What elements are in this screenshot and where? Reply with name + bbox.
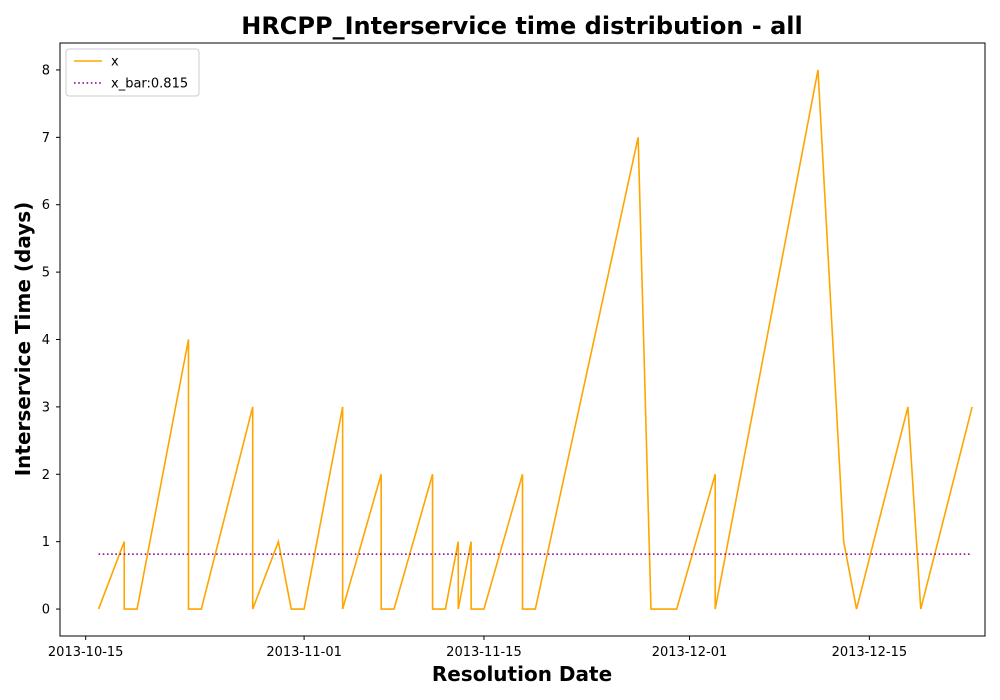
legend-label: x (111, 55, 119, 70)
data-point (432, 473, 434, 475)
y-tick-label: 2 (42, 468, 50, 483)
y-axis-label: Interservice Time (days) (11, 202, 35, 477)
data-point (470, 608, 472, 610)
data-point (252, 406, 254, 408)
data-point (188, 339, 190, 341)
data-point (432, 608, 434, 610)
data-point (98, 608, 100, 610)
data-point (303, 608, 305, 610)
data-point (252, 608, 254, 610)
data-point (907, 406, 909, 408)
data-point (483, 608, 485, 610)
y-tick-label: 8 (42, 63, 50, 78)
data-point (393, 608, 395, 610)
series-line-x (97, 69, 973, 610)
data-point (535, 608, 537, 610)
data-point (650, 608, 652, 610)
data-point (98, 553, 100, 555)
data-point (522, 473, 524, 475)
data-point (817, 69, 819, 71)
data-point (676, 608, 678, 610)
data-point (380, 608, 382, 610)
data-point (342, 608, 344, 610)
data-point (470, 541, 472, 543)
data-point (123, 541, 125, 543)
data-point (278, 541, 280, 543)
x-tick-label: 2013-12-15 (832, 645, 908, 660)
plot-area (97, 69, 973, 610)
y-tick-label: 3 (42, 400, 50, 415)
data-point (920, 608, 922, 610)
data-point (522, 608, 524, 610)
data-point (971, 553, 973, 555)
data-point (714, 608, 716, 610)
data-point (290, 608, 292, 610)
y-tick-label: 5 (42, 266, 50, 281)
y-tick-label: 0 (42, 603, 50, 618)
data-point (457, 608, 459, 610)
data-point (123, 608, 125, 610)
data-point (380, 473, 382, 475)
data-point (136, 608, 138, 610)
data-point (201, 608, 203, 610)
y-tick-label: 4 (42, 333, 50, 348)
y-tick-label: 6 (42, 198, 50, 213)
data-point (188, 608, 190, 610)
data-point (445, 608, 447, 610)
x-axis: 2013-10-15 2013-11-01 2013-11-15 2013-12-01… (48, 636, 907, 660)
x-axis-label: Resolution Date (432, 662, 612, 686)
data-point (637, 137, 639, 139)
legend-label: x_bar:0.815 (111, 77, 188, 92)
data-point (856, 608, 858, 610)
chart-title: HRCPP_Interservice time distribution - a… (241, 12, 803, 40)
data-point (714, 473, 716, 475)
x-tick-label: 2013-10-15 (48, 645, 124, 660)
y-axis: 0 1 2 3 4 5 6 7 8 (42, 63, 60, 618)
legend: x x_bar:0.815 (65, 48, 200, 97)
data-point (457, 541, 459, 543)
x-tick-label: 2013-11-01 (266, 645, 342, 660)
y-tick-label: 7 (42, 131, 50, 146)
data-point (342, 406, 344, 408)
data-point (971, 406, 973, 408)
x-tick-label: 2013-12-01 (652, 645, 728, 660)
data-point (843, 541, 845, 543)
y-tick-label: 1 (42, 535, 50, 550)
x-tick-label: 2013-11-15 (446, 645, 522, 660)
